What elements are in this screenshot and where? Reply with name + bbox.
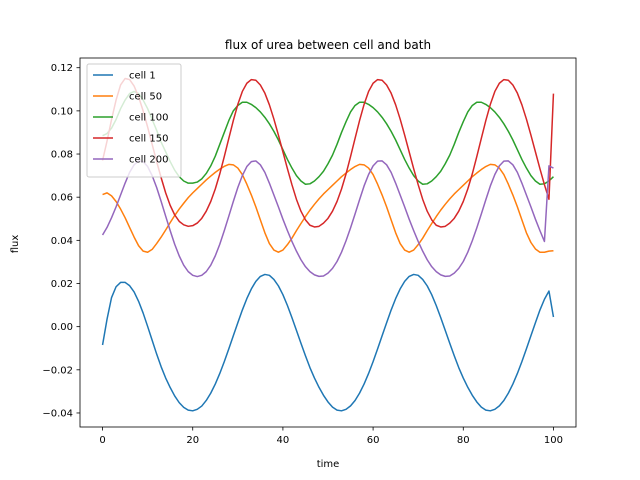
legend-label-4: cell 150 <box>129 134 168 145</box>
y-tick-label: 0.04 <box>51 236 73 247</box>
legend-box <box>86 63 182 178</box>
x-tick-label: 80 <box>457 435 470 446</box>
legend-label-5: cell 200 <box>129 155 168 166</box>
series-line-5 <box>101 160 554 278</box>
series-line-4 <box>101 77 555 228</box>
y-tick-label: 0.06 <box>51 193 73 204</box>
plot-area: 0 20 40 60 80 100 −0.04 −0.02 0.00 0.02 0.04 0.06 0.… <box>42 57 577 446</box>
legend-label-2: cell 50 <box>129 92 162 103</box>
y-tick-label: 0.02 <box>51 279 73 290</box>
legend-label-3: cell 100 <box>129 113 168 124</box>
y-tick-label: −0.02 <box>42 365 73 376</box>
y-tick-label: −0.04 <box>42 408 73 419</box>
x-axis-label: time <box>317 459 340 470</box>
y-axis-label: flux <box>10 235 21 254</box>
series-line-1 <box>101 273 555 412</box>
chart-title: flux of urea between cell and bath <box>225 38 431 52</box>
y-tick-label: 0.00 <box>51 322 73 333</box>
y-tick-label: 0.10 <box>51 106 73 117</box>
x-tick-label: 40 <box>277 435 290 446</box>
axes-frame <box>79 57 577 428</box>
x-tick-label: 20 <box>186 435 199 446</box>
y-tick-label: 0.08 <box>51 150 73 161</box>
series-line-2 <box>102 163 554 253</box>
legend-label-1: cell 1 <box>129 71 156 82</box>
legend: cell 1 cell 50 cell 100 cell 150 cell 200 <box>86 63 182 178</box>
x-tick-label: 60 <box>367 435 380 446</box>
x-tick-label: 100 <box>544 435 563 446</box>
y-tick-label: 0.12 <box>51 63 73 74</box>
x-tick-label: 0 <box>99 435 105 446</box>
